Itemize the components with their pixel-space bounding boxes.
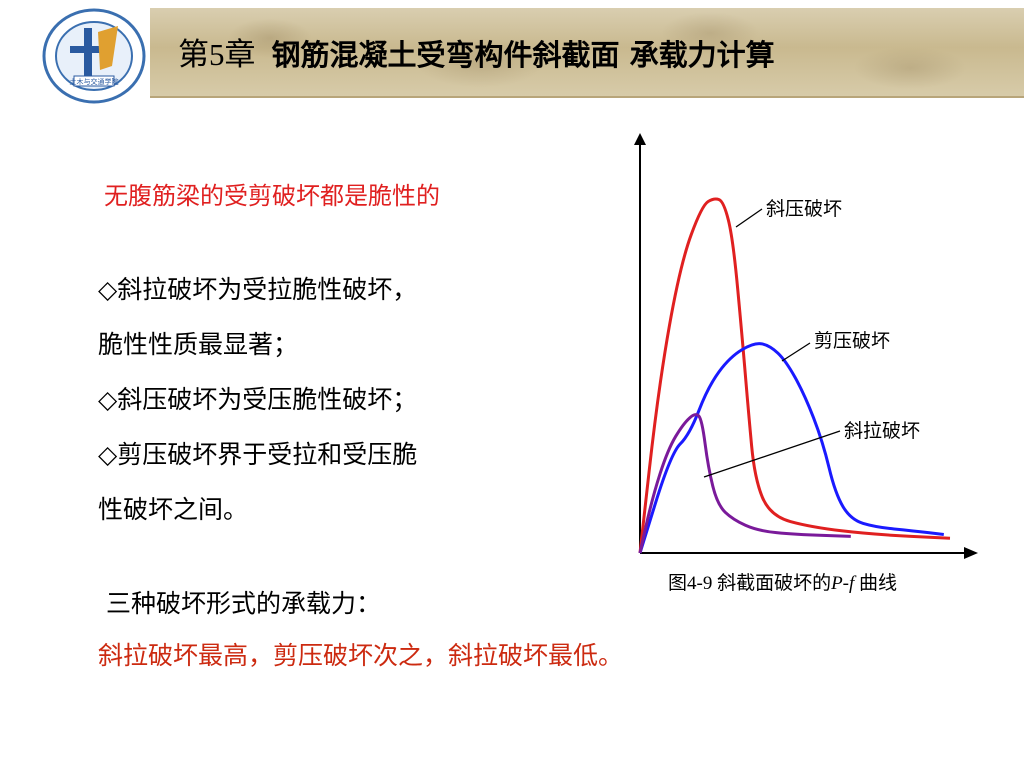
capacity-conclusion: 斜拉破坏最高，剪压破坏次之，斜拉破坏最低。 [98, 641, 624, 670]
caption-suffix: 曲线 [854, 573, 898, 594]
y-axis-arrow-icon [634, 133, 646, 145]
bullet-list: ◇斜拉破坏为受拉脆性破坏， 脆性性质最显著； ◇斜压破坏为受压脆性破坏； ◇剪压… [98, 262, 568, 537]
series-label-shear-compression: 剪压破坏 [814, 330, 890, 352]
leader-line-diagonal-tension [703, 430, 841, 478]
chart-caption: 图4-9 斜截面破坏的P-f 曲线 [668, 568, 897, 595]
caption-prefix: 图4-9 斜截面破坏的 [668, 573, 832, 594]
red-heading: 无腹筋梁的受剪破坏都是脆性的 [104, 182, 440, 210]
series-line-diagonal-tension [638, 413, 851, 554]
capacity-subheading: 三种破坏形式的承载力： [106, 589, 382, 618]
leader-line-shear-compression [781, 342, 811, 362]
leader-line-steep-compression [735, 208, 763, 228]
logo-text: 土木与交通学院 [70, 77, 119, 86]
series-line-steep-compression [638, 197, 951, 554]
header: 土木与交通学院 第5章 钢筋混凝土受弯构件斜截面 承载力计算 [0, 0, 1024, 104]
caption-variable: P-f [831, 573, 855, 594]
bullet-line-5: 性破坏之间。 [98, 495, 249, 524]
header-map-background [150, 8, 1024, 98]
title-text: 钢筋混凝土受弯构件斜截面 承载力计算 [271, 38, 775, 72]
series-line-shear-compression [638, 342, 944, 554]
bullet-line-4: ◇剪压破坏界于受拉和受压脆 [98, 440, 418, 469]
bullet-line-1: ◇斜拉破坏为受拉脆性破坏， [98, 275, 418, 304]
page-title: 第5章 钢筋混凝土受弯构件斜截面 承载力计算 [178, 30, 775, 80]
school-logo-icon: 土木与交通学院 [42, 8, 146, 104]
chapter-label: 第5章 [178, 37, 256, 72]
series-label-diagonal-tension: 斜拉破坏 [844, 420, 920, 442]
bullet-line-3: ◇斜压破坏为受压脆性破坏； [98, 385, 418, 414]
x-axis-arrow-icon [964, 547, 978, 559]
series-label-steep-compression: 斜压破坏 [766, 198, 842, 220]
bullet-line-2: 脆性性质最显著； [98, 330, 299, 359]
